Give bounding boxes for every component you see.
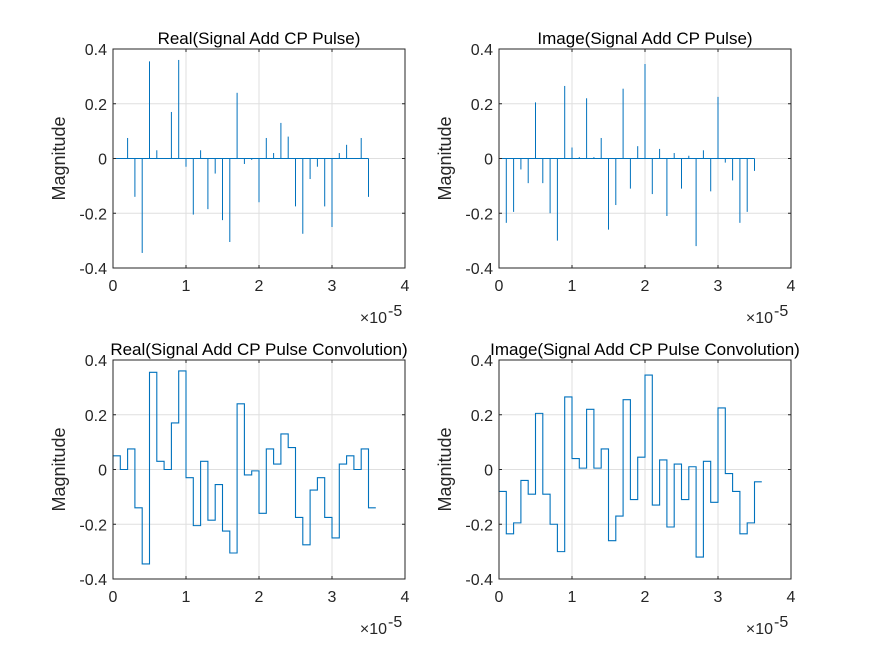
y-tick-label: 0.4 [471, 353, 493, 370]
x-tick-label: 0 [109, 278, 118, 295]
chart-title: Image(Signal Add CP Pulse) [537, 29, 752, 48]
y-axis-label: Magnitude [49, 427, 69, 511]
y-tick-label: -0.4 [465, 261, 493, 278]
x-tick-label: 4 [401, 589, 410, 606]
x-tick-label: 0 [109, 589, 118, 606]
chart-title: Real(Signal Add CP Pulse) [158, 29, 361, 48]
subplot-1: 0 1 2 3 4 -0.4 -0.2 0 0.2 0.4 ×10 -5 Real(Signal Add… [49, 29, 410, 327]
x-tick-label: 2 [255, 589, 264, 606]
x-tick-label: 0 [495, 589, 504, 606]
x-tick-label: 2 [641, 278, 650, 295]
x-tick-label: 1 [182, 589, 191, 606]
y-tick-label: -0.2 [465, 517, 493, 534]
x-tick-label: 4 [787, 589, 796, 606]
y-tick-label: -0.2 [79, 206, 107, 223]
chart-title: Real(Signal Add CP Pulse Convolution) [110, 340, 407, 359]
x-exponent-label: ×10 [360, 310, 387, 327]
x-exponent-power: -5 [774, 303, 788, 320]
subplot-3: 0 1 2 3 4 -0.4 -0.2 0 0.2 0.4 ×10 -5 Real(Signal Add… [49, 340, 410, 638]
y-tick-label: -0.2 [465, 206, 493, 223]
y-tick-label: -0.4 [79, 572, 107, 589]
series-line [112, 370, 376, 565]
x-exponent-power: -5 [774, 614, 788, 631]
y-tick-label: -0.4 [79, 261, 107, 278]
x-tick-label: 4 [401, 278, 410, 295]
y-tick-label: 0.2 [471, 408, 493, 425]
y-tick-label: -0.2 [79, 517, 107, 534]
y-tick-label: 0.2 [85, 97, 107, 114]
chart-title: Image(Signal Add CP Pulse Convolution) [490, 340, 800, 359]
x-exponent-label: ×10 [746, 310, 773, 327]
x-exponent-power: -5 [388, 303, 402, 320]
y-tick-label: 0 [98, 152, 107, 169]
x-tick-label: 4 [787, 278, 796, 295]
x-exponent-label: ×10 [746, 621, 773, 638]
y-tick-label: 0.4 [85, 353, 107, 370]
x-tick-label: 2 [641, 589, 650, 606]
subplot-4: 0 1 2 3 4 -0.4 -0.2 0 0.2 0.4 ×10 -5 Image(Signal Ad… [435, 340, 800, 638]
y-tick-label: 0 [484, 152, 493, 169]
x-tick-label: 1 [182, 278, 191, 295]
y-axis-label: Magnitude [49, 116, 69, 200]
x-tick-label: 1 [568, 589, 577, 606]
x-tick-label: 0 [495, 278, 504, 295]
y-tick-label: 0.2 [85, 408, 107, 425]
y-axis-label: Magnitude [435, 116, 455, 200]
subplot-2: 0 1 2 3 4 -0.4 -0.2 0 0.2 0.4 ×10 -5 Image(Signal Ad… [435, 29, 796, 327]
x-tick-label: 3 [328, 589, 337, 606]
series-line [498, 374, 762, 558]
x-exponent-power: -5 [388, 614, 402, 631]
y-tick-label: 0.2 [471, 97, 493, 114]
y-tick-label: 0.4 [471, 42, 493, 59]
y-tick-label: -0.4 [465, 572, 493, 589]
x-tick-label: 1 [568, 278, 577, 295]
y-axis-label: Magnitude [435, 427, 455, 511]
y-tick-label: 0 [484, 463, 493, 480]
x-tick-label: 3 [328, 278, 337, 295]
x-tick-label: 3 [714, 589, 723, 606]
x-exponent-label: ×10 [360, 621, 387, 638]
x-tick-label: 3 [714, 278, 723, 295]
x-tick-label: 2 [255, 278, 264, 295]
y-tick-label: 0 [98, 463, 107, 480]
y-tick-label: 0.4 [85, 42, 107, 59]
